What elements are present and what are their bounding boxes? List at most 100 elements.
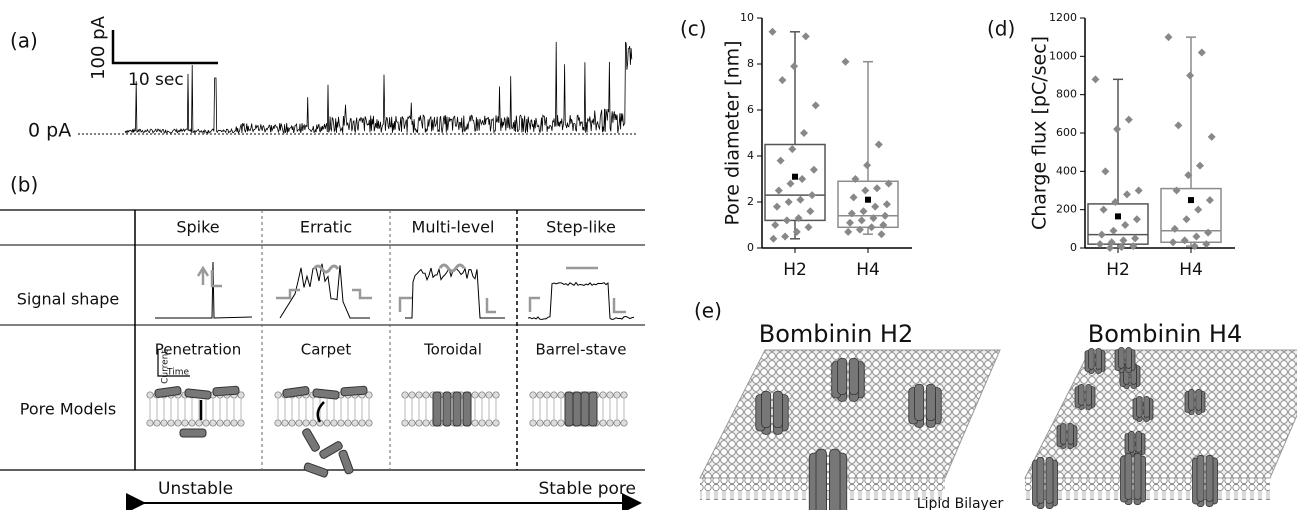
lipid-head [302,419,310,427]
signal-sketch [405,267,505,319]
lipid-head [401,419,409,427]
data-point [796,195,805,204]
y-axis-title: Pore diameter [nm] [722,40,744,225]
channel-peptide [1135,431,1142,453]
y-tick-label: 1000 [1049,49,1077,62]
data-point [857,216,866,225]
membranes [699,347,1297,514]
lipid-head [174,419,182,427]
channel-peptide [772,390,783,429]
data-point [771,221,780,229]
channel-peptide [1195,389,1202,411]
lipid-head [471,391,479,399]
data-point [1121,221,1130,229]
table-grid [0,209,645,471]
peptide [319,441,343,459]
mean [1188,197,1194,204]
data-point [768,27,777,36]
lipid-head [202,419,210,427]
lipid-head [606,391,614,399]
y-tick-label: 600 [1056,126,1077,139]
peptide [302,428,320,452]
signal-sketch [155,261,253,319]
data-point [879,221,888,229]
data-point [1109,226,1118,235]
box [1160,187,1222,243]
peptide [184,388,212,400]
panel-label: (d) [987,17,1015,41]
lipid-head [146,419,154,427]
data-point [781,232,790,241]
data-point [1124,115,1133,124]
data-point [1205,196,1214,205]
lipid-head [492,391,500,399]
y-tick-label: 4 [747,149,754,162]
data-point [1186,71,1195,80]
data-point [774,186,783,195]
data-point [1196,161,1204,170]
channel-peptide [1205,455,1214,502]
lipid-head [557,391,565,399]
lipid-head [181,419,189,427]
lipid-head [613,391,621,399]
mean [792,173,798,180]
data-point [769,234,778,243]
peptide [564,391,574,427]
lipid-head [620,391,628,399]
lipid-head [415,391,423,399]
x-tick-label: H2 [1106,260,1130,280]
channel-peptide [1078,384,1085,406]
baseline-label: 0 pA [28,120,71,142]
y-tick-label: 800 [1056,88,1077,101]
data-point [806,207,815,216]
lipid-head [153,419,161,427]
x-tick-label: H2 [783,260,807,280]
data-point [792,227,801,236]
arrow-sketch [196,265,222,288]
lipid-head [550,391,558,399]
data-point [786,179,795,188]
y-tick-label: 0 [1070,241,1077,254]
data-point [1132,215,1141,224]
data-point [1190,242,1199,251]
arrow-left-label: Unstable [158,479,233,499]
y-tick-label: 2 [747,195,754,208]
lipid-head [536,419,544,427]
channel-peptide [1143,396,1150,418]
peptide [282,386,310,398]
channel-peptide [1188,389,1195,411]
channel-peptide [1045,457,1054,504]
lipid-head [599,391,607,399]
current-trace [124,41,633,135]
data-point [846,218,854,227]
data-point [1172,186,1181,195]
signal-sketch [527,281,635,321]
model-name: Penetration [155,341,241,359]
lipid-head [188,419,196,427]
x-tick-label: H4 [856,260,880,280]
arrow-sketch [312,264,340,274]
panel-label: (b) [10,173,38,197]
data-point [859,207,868,216]
arrow-sketch [398,296,496,314]
data-point [867,223,876,232]
x-tick-label: H4 [1179,260,1203,280]
data-point [1117,243,1126,252]
channel-peptide [1125,347,1132,369]
peptide [312,388,340,400]
mean [1115,213,1121,220]
data-point [1204,228,1213,237]
lipid-head [408,419,416,427]
data-point [1174,121,1183,130]
data-point [844,227,853,236]
data-point [800,129,808,137]
data-point [851,175,860,183]
data-point [877,230,886,239]
lipid-head [408,391,416,399]
lipid-head [309,419,317,427]
box [764,143,826,222]
y-tick-label: 200 [1056,203,1077,216]
data-point [1099,205,1108,214]
lipid-head [167,419,175,427]
peptide [462,391,472,427]
